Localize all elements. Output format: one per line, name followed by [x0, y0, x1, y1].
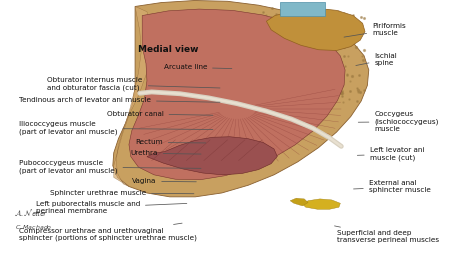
- Text: Compressor urethrae and urethovaginal
sphincter (portions of sphincter urethrae : Compressor urethrae and urethovaginal sp…: [19, 223, 197, 241]
- Text: Superficial and deep
transverse perineal muscles: Superficial and deep transverse perineal…: [335, 226, 438, 243]
- Text: Left puborectalis muscle and
perineal membrane: Left puborectalis muscle and perineal me…: [36, 201, 187, 214]
- Polygon shape: [147, 137, 277, 175]
- Polygon shape: [129, 9, 345, 180]
- FancyBboxPatch shape: [280, 2, 325, 16]
- Text: Urethra: Urethra: [130, 150, 201, 156]
- Text: Sphincter urethrae muscle: Sphincter urethrae muscle: [50, 190, 194, 196]
- Text: Left levator ani
muscle (cut): Left levator ani muscle (cut): [357, 147, 424, 161]
- Text: Piriformis
muscle: Piriformis muscle: [344, 23, 406, 37]
- Polygon shape: [290, 198, 308, 206]
- Text: Vagina: Vagina: [132, 178, 196, 184]
- Text: Obturator canal: Obturator canal: [107, 111, 213, 117]
- Text: Pubococcygeus muscle
(part of levator ani muscle): Pubococcygeus muscle (part of levator an…: [19, 160, 201, 174]
- Text: Rectum: Rectum: [135, 139, 206, 146]
- Text: Iliococcygeus muscle
(part of levator ani muscle): Iliococcygeus muscle (part of levator an…: [19, 121, 213, 135]
- Text: Ischial
spine: Ischial spine: [356, 53, 397, 66]
- Text: Medial view: Medial view: [138, 45, 199, 54]
- Text: Obturator internus muscle
and obturator fascia (cut): Obturator internus muscle and obturator …: [47, 77, 220, 91]
- Polygon shape: [302, 199, 340, 209]
- Polygon shape: [113, 1, 369, 197]
- Text: $\mathcal{A.Netter}$: $\mathcal{A.Netter}$: [14, 208, 48, 218]
- Polygon shape: [114, 6, 152, 186]
- Text: Coccygeus
(ischiococcygeus)
muscle: Coccygeus (ischiococcygeus) muscle: [358, 111, 439, 132]
- Text: External anal
sphincter muscle: External anal sphincter muscle: [354, 181, 431, 193]
- Polygon shape: [266, 8, 365, 51]
- Text: $\mathit{C.Machado}$: $\mathit{C.Machado}$: [15, 223, 53, 231]
- Text: Tendinous arch of levator ani muscle: Tendinous arch of levator ani muscle: [19, 97, 220, 103]
- Text: Arcuate line: Arcuate line: [164, 64, 232, 70]
